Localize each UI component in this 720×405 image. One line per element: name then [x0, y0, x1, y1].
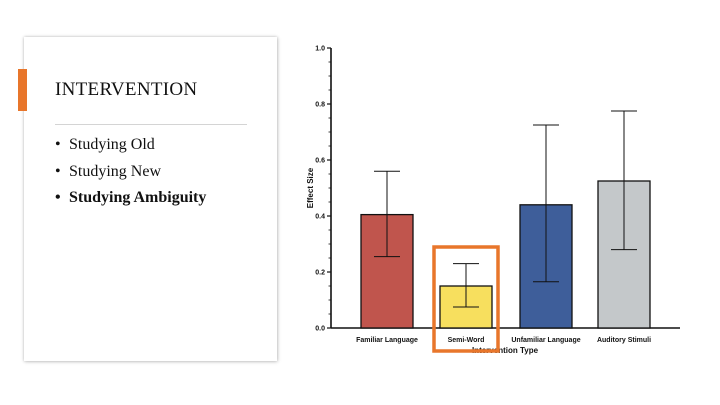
y-tick-label: 0.2: [315, 270, 325, 277]
y-tick-label: 1.0: [315, 46, 325, 53]
y-tick-label: 0.8: [315, 102, 325, 109]
bullet-glyph: •: [55, 136, 61, 153]
slide-title: INTERVENTION: [55, 79, 198, 100]
title-accent-bar: [18, 69, 27, 111]
bullet-text: Studying Ambiguity: [69, 189, 207, 206]
bar: [360, 213, 414, 329]
bullet-glyph: •: [55, 162, 61, 180]
y-axis-title: Effect Size: [306, 167, 315, 208]
x-axis-title: Intervention Type: [472, 346, 539, 355]
category-label: Auditory Stimuli: [597, 337, 651, 344]
bullet-list: • Studying Old • Studying New • Studying Am…: [55, 135, 206, 215]
highlight-box: [432, 245, 500, 353]
bullet-text: Studying New: [69, 162, 161, 180]
category-label: Unfamiliar Language: [511, 337, 580, 344]
bullet-item: • Studying Old: [55, 135, 206, 162]
y-tick-label: 0.4: [315, 214, 325, 221]
bullet-item: • Studying New: [55, 162, 206, 189]
bar: [597, 180, 651, 329]
bullet-item: • Studying Ambiguity: [55, 188, 206, 215]
category-label: Semi-Word: [448, 337, 485, 344]
title-divider: [55, 124, 247, 125]
bullet-text: Studying Old: [69, 136, 155, 153]
category-label: Familiar Language: [356, 337, 418, 344]
bullet-glyph: •: [55, 189, 61, 206]
y-tick-label: 0.0: [315, 326, 325, 333]
content-card: [24, 37, 277, 361]
y-tick-label: 0.6: [315, 158, 325, 165]
